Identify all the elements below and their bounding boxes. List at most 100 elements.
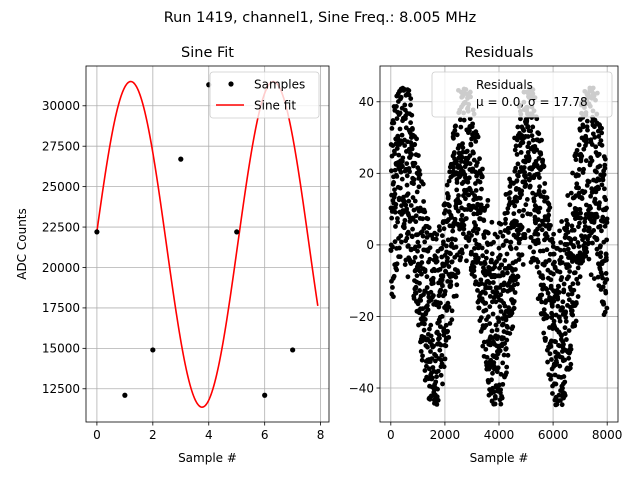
y-tick-label: 20: [359, 167, 374, 181]
residual-point: [416, 184, 422, 190]
residual-point: [586, 240, 592, 246]
residual-point: [562, 393, 568, 398]
residual-point: [540, 157, 546, 163]
residual-point: [588, 193, 594, 199]
residual-point: [473, 138, 479, 144]
residual-point: [399, 203, 404, 209]
residual-point: [563, 319, 569, 324]
residual-point: [431, 293, 436, 298]
residual-point: [463, 216, 469, 221]
residual-point: [604, 216, 610, 222]
residual-point: [392, 151, 397, 157]
residual-point: [516, 257, 522, 262]
residual-point: [454, 180, 460, 185]
residual-point: [526, 228, 531, 233]
residual-point: [390, 285, 395, 290]
residual-point: [500, 321, 506, 327]
residual-point: [477, 195, 483, 201]
y-tick-label: 20000: [42, 261, 80, 275]
residual-point: [494, 327, 500, 333]
residual-point: [595, 274, 601, 280]
residual-point: [514, 178, 520, 184]
residual-point: [575, 240, 581, 245]
residual-point: [571, 244, 577, 250]
residual-point: [531, 249, 537, 255]
residual-point: [520, 213, 525, 219]
residual-point: [413, 290, 419, 296]
residual-point: [414, 273, 420, 279]
residual-point: [445, 255, 450, 261]
residual-point: [521, 165, 527, 170]
residual-point: [445, 300, 451, 306]
residual-point: [506, 230, 511, 235]
sample-point: [290, 347, 296, 353]
residual-point: [427, 256, 433, 262]
residual-point: [566, 274, 571, 280]
residual-point: [550, 240, 556, 246]
residual-point: [404, 182, 410, 188]
residual-point: [534, 116, 540, 122]
residual-point: [481, 218, 487, 224]
residual-point: [551, 271, 556, 277]
residual-point: [513, 194, 519, 200]
residual-point: [548, 373, 554, 379]
residual-point: [475, 226, 481, 232]
legend-sine-fit-label: Sine fit: [254, 99, 296, 113]
residual-point: [436, 319, 442, 324]
residual-point: [512, 290, 518, 295]
residual-point: [562, 379, 568, 385]
residual-point: [437, 227, 443, 233]
residual-point: [408, 120, 414, 126]
residual-point: [511, 305, 517, 311]
residual-point: [519, 188, 525, 194]
residual-point: [454, 282, 460, 288]
residual-point: [471, 268, 477, 274]
residual-point: [392, 187, 397, 193]
residual-point: [507, 184, 513, 189]
residual-point: [569, 291, 575, 297]
residual-point: [539, 299, 545, 305]
residual-point: [516, 208, 522, 214]
residual-point: [454, 158, 459, 164]
residual-point: [470, 259, 476, 265]
left-x-axis-label: Sample #: [178, 451, 237, 465]
residual-point: [504, 251, 510, 257]
residual-point: [493, 322, 499, 328]
residual-point: [568, 346, 574, 352]
residual-point: [401, 225, 407, 231]
residual-point: [495, 234, 500, 240]
residual-point: [422, 317, 428, 322]
residual-point: [494, 289, 500, 295]
residual-point: [397, 126, 403, 132]
residual-point: [436, 224, 442, 229]
residual-point: [510, 324, 516, 330]
residual-point: [456, 193, 461, 198]
residual-point: [434, 258, 440, 264]
legend-samples-marker: [228, 81, 234, 87]
residual-point: [604, 237, 610, 243]
figure-suptitle: Run 1419, channel1, Sine Freq.: 8.005 MH…: [164, 10, 477, 26]
residual-point: [576, 167, 582, 172]
residual-point: [596, 134, 602, 139]
residual-point: [446, 335, 452, 340]
left-y-ticks: 12500 15000 17500 20000 22500 25000 27500 30000: [42, 99, 86, 396]
residual-point: [572, 236, 578, 242]
residual-point: [577, 206, 583, 212]
residual-point: [573, 157, 579, 163]
residual-point: [445, 237, 451, 243]
residual-point: [435, 368, 441, 374]
sample-point: [262, 392, 268, 398]
x-tick-label: 0: [387, 428, 395, 442]
residual-point: [402, 217, 408, 223]
residual-point: [523, 202, 529, 208]
residual-point: [434, 374, 439, 380]
residual-point: [505, 352, 511, 358]
residual-point: [452, 128, 458, 134]
residual-point: [481, 235, 487, 240]
residual-point: [604, 205, 609, 211]
residual-point: [430, 365, 436, 370]
residual-point: [541, 163, 547, 169]
x-tick-label: 6000: [538, 428, 569, 442]
residual-point: [409, 112, 415, 118]
residual-point: [599, 125, 604, 131]
